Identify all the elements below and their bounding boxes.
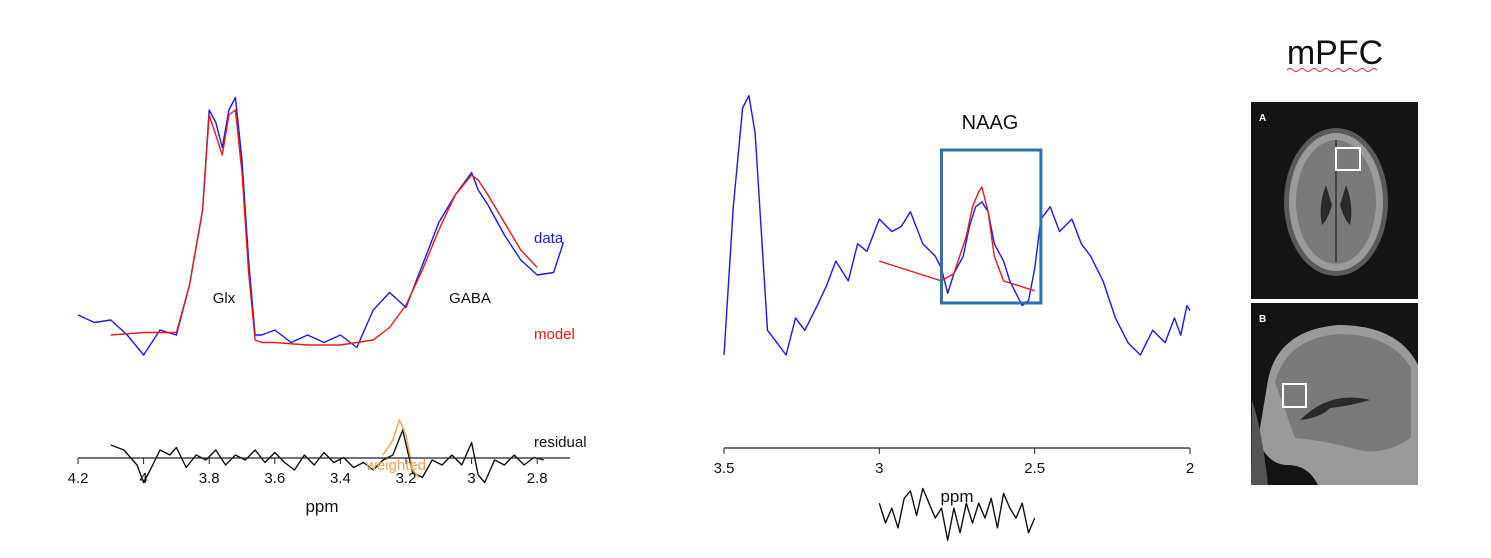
legend-data-label: data	[534, 230, 564, 247]
x-tick-label: 3	[875, 460, 883, 477]
gaba-spectrum-chart: 4.2 4 3.8 3.6 3.4 3.2 3 2.8 ppm Glx GABA data m…	[68, 96, 587, 516]
x-tick-label: 4.2	[68, 470, 89, 487]
x-tick-label: 2.5	[1024, 460, 1045, 477]
mpfc-title: mPFC	[1287, 34, 1383, 72]
x-tick-label: 3.5	[714, 460, 735, 477]
glx-label: Glx	[213, 290, 236, 307]
series-data-line	[77, 96, 565, 356]
x-tick-label: 3.8	[199, 470, 220, 487]
series-data-line	[723, 94, 1191, 356]
panel-b-label: B	[1259, 314, 1266, 325]
series-model-line	[879, 186, 1035, 292]
mri-sagittal-image: B	[1251, 303, 1418, 485]
x-tick-label: 2	[1186, 460, 1194, 477]
residual-label: residual	[534, 434, 587, 451]
voxel-box	[1335, 147, 1361, 171]
x-tick-label: 4	[139, 470, 147, 487]
series-residual-line	[110, 429, 544, 484]
x-tick-label: 3.6	[264, 470, 285, 487]
voxel-box	[1282, 383, 1307, 408]
weighted-label: weighted	[365, 457, 426, 474]
x-tick-label: 2.8	[527, 470, 548, 487]
x-axis-label: ppm	[305, 497, 338, 516]
naag-highlight-box	[939, 148, 1043, 305]
series-residual-line	[878, 487, 1036, 541]
gaba-label: GABA	[449, 290, 491, 307]
x-axis-label: ppm	[940, 487, 973, 506]
legend-model-label: model	[534, 326, 575, 343]
naag-title: NAAG	[962, 112, 1019, 134]
panel-a-label: A	[1259, 113, 1266, 124]
series-model-line	[110, 109, 538, 346]
mpfc-brain-panel: mPFC A B	[1251, 34, 1418, 485]
x-tick-label: 3.4	[330, 470, 351, 487]
series-weighted-line	[382, 419, 420, 478]
x-tick-label: 3.2	[396, 470, 417, 487]
naag-spectrum-chart: 3.5 3 2.5 2 ppm NAAG	[714, 94, 1194, 541]
spellcheck-underline	[1286, 68, 1378, 72]
x-tick-label: 3	[467, 470, 475, 487]
mri-axial-image: A	[1251, 102, 1418, 299]
